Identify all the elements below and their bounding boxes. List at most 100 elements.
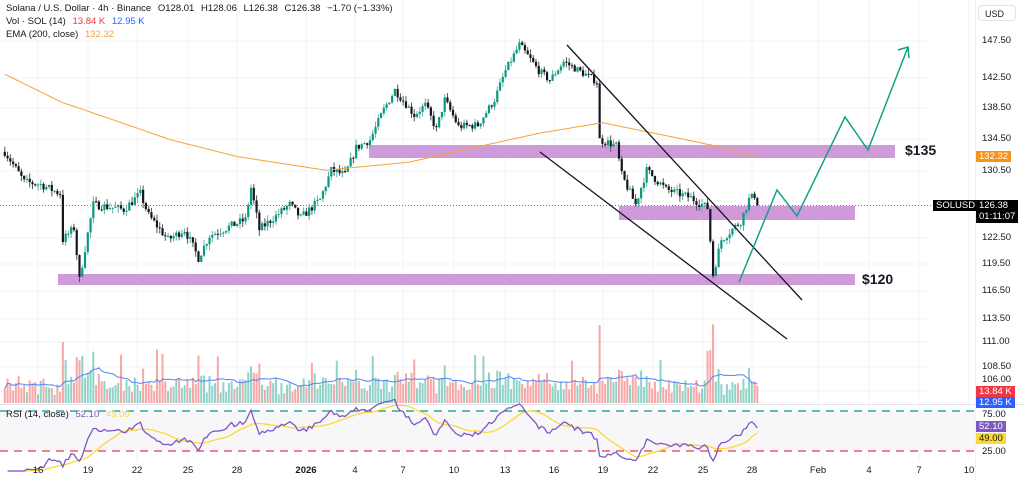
volume-bar xyxy=(490,388,493,403)
volume-bar xyxy=(244,380,247,403)
volume-value: 13.84 K xyxy=(72,16,106,27)
rsi-legend[interactable]: RSI (14, close) 52.10 49.00 xyxy=(6,409,134,420)
volume-bar xyxy=(463,387,466,403)
volume-ma-line xyxy=(4,367,758,389)
volume-bar xyxy=(438,378,441,403)
volume-bar xyxy=(388,392,391,403)
date-tick: 7 xyxy=(916,465,922,476)
volume-bar xyxy=(429,379,432,403)
date-tick: 10 xyxy=(448,465,460,476)
candle-body xyxy=(711,241,715,276)
ohlc-low: L126.38 xyxy=(243,3,278,14)
volume-bar xyxy=(14,383,17,403)
volume-legend[interactable]: Vol · SOL (14) 13.84 K 12.95 K xyxy=(6,16,149,27)
price-zone xyxy=(58,274,855,285)
volume-bar xyxy=(352,381,355,403)
candle-body xyxy=(374,126,377,134)
candle-body xyxy=(208,237,211,245)
volume-bar xyxy=(48,387,51,403)
candle-body xyxy=(640,187,643,199)
candle-body xyxy=(504,70,507,77)
volume-bar xyxy=(291,391,294,403)
candle-body xyxy=(175,232,178,237)
volume-bar xyxy=(667,381,670,403)
volume-bar xyxy=(128,386,131,403)
candle-body xyxy=(244,217,247,222)
volume-bar xyxy=(172,386,175,403)
volume-bar xyxy=(692,386,695,403)
candle-body xyxy=(327,176,330,187)
volume-bar xyxy=(346,379,349,403)
date-tick: Feb xyxy=(809,465,827,476)
candle-body xyxy=(747,197,751,211)
candle-body xyxy=(673,189,676,193)
candle-body xyxy=(462,122,466,129)
rsi-tick-25: 25.00 xyxy=(982,446,1006,457)
candle-body xyxy=(565,61,568,63)
currency-button[interactable]: USD xyxy=(978,5,1016,21)
volume-bar xyxy=(546,372,549,403)
volume-bar xyxy=(316,388,319,403)
volume-bar xyxy=(169,387,172,403)
candle-body xyxy=(703,202,706,205)
candle-body xyxy=(399,97,402,101)
volume-bar xyxy=(200,375,203,403)
volume-bar xyxy=(178,377,181,403)
volume-bar xyxy=(250,366,253,403)
candle-body xyxy=(667,186,670,190)
volume-bar xyxy=(319,384,322,403)
candle-body xyxy=(664,184,668,187)
candle-body xyxy=(236,223,239,227)
candle-body xyxy=(45,186,48,190)
price-tick: 111.00 xyxy=(982,336,1010,347)
candle-body xyxy=(319,198,322,200)
candle-body xyxy=(310,207,313,211)
volume-bar xyxy=(501,384,504,403)
candle-body xyxy=(241,218,244,222)
volume-bar xyxy=(593,382,596,403)
candle-body xyxy=(379,113,383,119)
volume-bar xyxy=(410,372,413,403)
ema-price-tag: 132.32 xyxy=(976,151,1012,162)
volume-bar xyxy=(131,391,134,403)
candle-body xyxy=(687,192,690,198)
candle-body xyxy=(95,201,98,203)
candle-body xyxy=(34,184,37,186)
price-tick: 130.50 xyxy=(982,165,1012,176)
volume-bar xyxy=(39,380,42,403)
volume-bar xyxy=(449,382,452,403)
volume-bar xyxy=(9,384,12,403)
volume-bar xyxy=(725,384,728,403)
symbol-legend: Solana / U.S. Dollar · 4h · Binance O128… xyxy=(6,3,397,14)
candle-body xyxy=(385,104,388,108)
candle-body xyxy=(53,190,56,192)
candle-body xyxy=(529,54,532,58)
candle-body xyxy=(330,166,333,177)
volume-bar xyxy=(537,373,540,403)
candle-body xyxy=(487,105,491,114)
volume-bar xyxy=(75,357,78,403)
volume-bar xyxy=(216,356,219,403)
volume-bar xyxy=(742,378,745,403)
ema-legend[interactable]: EMA (200, close) 132.32 xyxy=(6,29,118,40)
candle-body xyxy=(130,202,134,205)
volume-bar xyxy=(327,383,330,403)
candle-body xyxy=(321,191,325,199)
candle-body xyxy=(410,106,413,114)
candle-body xyxy=(12,161,15,165)
candle-body xyxy=(341,171,344,174)
candle-body xyxy=(648,167,651,171)
candle-body xyxy=(103,204,106,211)
candle-body xyxy=(609,140,612,147)
volume-bar xyxy=(709,349,712,403)
volume-bar xyxy=(474,355,477,403)
candle-body xyxy=(626,179,629,190)
volume-bar xyxy=(283,393,286,403)
candle-body xyxy=(64,233,67,243)
volume-bar xyxy=(476,384,479,403)
price-tick: 138.50 xyxy=(982,102,1012,113)
volume-bar xyxy=(421,383,424,403)
volume-bar xyxy=(363,388,366,403)
candle-body xyxy=(263,223,266,227)
